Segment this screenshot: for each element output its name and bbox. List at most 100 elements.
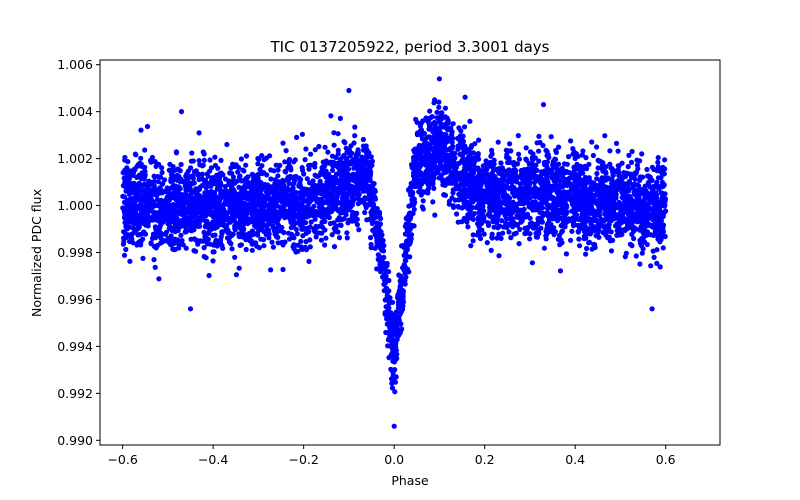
data-point <box>275 167 281 173</box>
data-point <box>136 224 142 230</box>
data-point <box>367 202 373 208</box>
data-point <box>210 258 216 264</box>
data-point <box>159 169 165 176</box>
data-point <box>161 215 167 221</box>
data-point <box>235 169 241 175</box>
data-point <box>201 253 207 260</box>
data-point <box>178 161 184 168</box>
data-point <box>429 160 435 166</box>
data-point <box>495 139 501 145</box>
data-point <box>352 124 358 130</box>
data-point <box>615 148 621 154</box>
data-point <box>201 177 207 183</box>
data-point <box>174 189 181 195</box>
data-point <box>232 195 238 201</box>
data-point <box>446 198 452 204</box>
data-point <box>596 234 602 240</box>
data-point <box>130 190 136 196</box>
data-point <box>504 152 510 158</box>
data-point <box>489 151 495 157</box>
data-point <box>641 226 647 232</box>
data-point <box>331 183 337 189</box>
data-point <box>538 225 544 231</box>
data-point <box>206 210 212 216</box>
data-point <box>652 184 659 190</box>
data-point <box>331 244 338 250</box>
data-point <box>661 171 667 177</box>
data-point <box>595 157 601 163</box>
data-point <box>277 162 283 168</box>
data-point <box>240 195 246 201</box>
data-point <box>375 252 381 258</box>
data-point <box>188 236 194 242</box>
data-point <box>662 157 668 163</box>
data-point <box>607 161 613 167</box>
data-point <box>142 147 148 153</box>
data-point <box>258 226 265 232</box>
data-point <box>196 158 202 164</box>
data-point <box>130 172 136 178</box>
data-point <box>410 173 416 179</box>
data-point <box>503 216 509 222</box>
data-point <box>173 150 180 156</box>
data-point <box>523 145 529 151</box>
data-point <box>365 161 371 167</box>
data-point <box>544 149 550 155</box>
data-point <box>494 235 500 241</box>
data-point <box>153 214 160 220</box>
data-point <box>290 181 296 187</box>
data-point <box>341 139 347 145</box>
data-point <box>283 211 290 217</box>
data-point <box>420 198 426 204</box>
data-point <box>506 229 512 235</box>
data-point <box>544 222 550 228</box>
data-point <box>658 175 664 181</box>
data-point <box>654 199 660 205</box>
data-point <box>468 243 474 249</box>
data-point <box>421 178 427 185</box>
data-point <box>374 225 380 231</box>
data-point <box>386 288 392 294</box>
data-point <box>475 173 481 179</box>
data-point <box>462 124 468 130</box>
data-point <box>523 156 529 162</box>
data-point <box>595 185 601 191</box>
data-point <box>348 143 354 149</box>
data-point <box>646 222 653 228</box>
data-point <box>303 247 309 253</box>
data-point <box>127 168 133 174</box>
data-point <box>529 260 536 266</box>
data-point <box>401 267 407 274</box>
data-point <box>555 166 561 172</box>
data-point <box>133 211 139 217</box>
data-point <box>630 181 637 187</box>
data-point <box>537 139 543 146</box>
data-point <box>249 247 255 253</box>
data-point <box>180 242 186 248</box>
data-point <box>442 155 448 161</box>
data-point <box>561 161 568 167</box>
data-point <box>320 159 326 165</box>
data-point <box>328 191 334 197</box>
data-point <box>388 314 394 320</box>
chart-title: TIC 0137205922, period 3.3001 days <box>269 38 549 56</box>
data-point <box>459 205 465 211</box>
data-point <box>549 175 555 181</box>
data-point <box>659 190 666 196</box>
data-point <box>224 222 230 228</box>
data-point <box>367 235 374 241</box>
data-point <box>646 174 653 180</box>
data-point <box>288 196 294 202</box>
data-point <box>450 135 456 141</box>
data-point <box>418 120 424 126</box>
data-point <box>323 235 329 241</box>
data-point <box>509 184 515 190</box>
data-point <box>406 217 412 224</box>
data-point <box>183 245 189 251</box>
data-point <box>576 236 582 242</box>
data-point <box>133 152 139 158</box>
data-point <box>491 161 497 167</box>
data-point <box>316 143 322 150</box>
data-point <box>430 181 436 187</box>
data-point <box>239 207 245 213</box>
